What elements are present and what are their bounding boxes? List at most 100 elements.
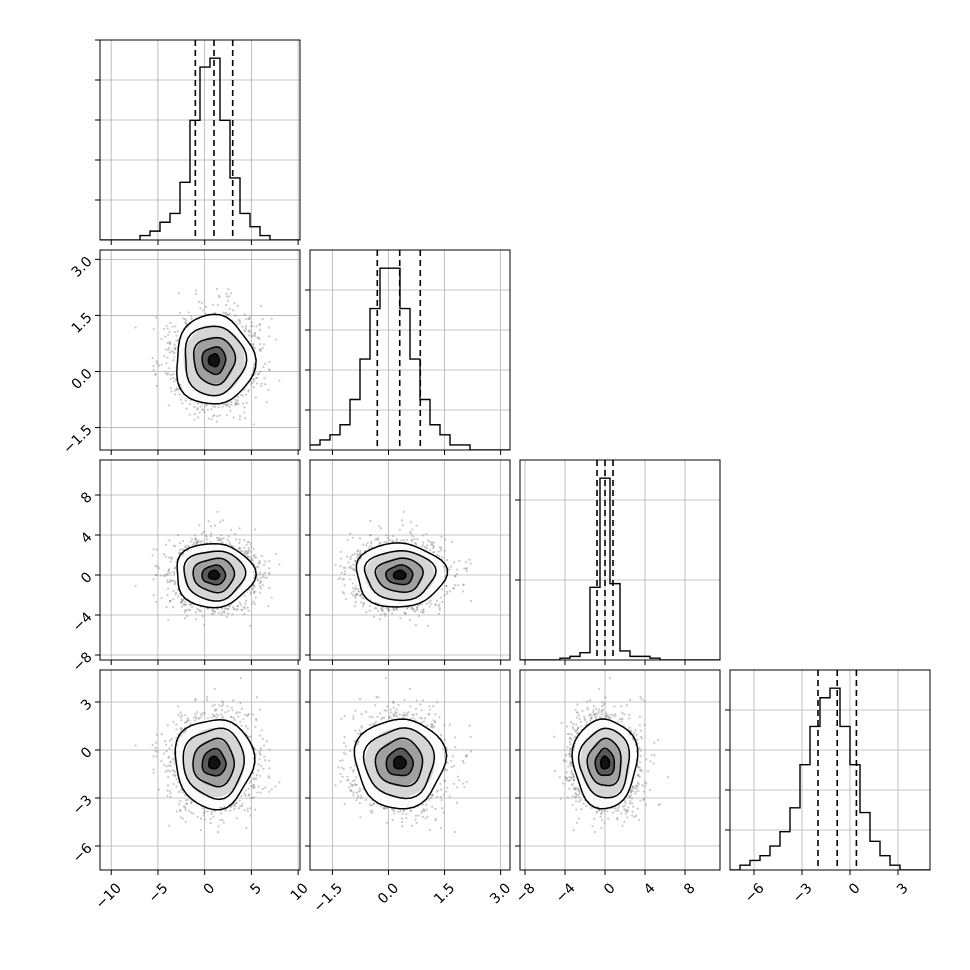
scatter-point bbox=[265, 400, 268, 404]
scatter-point bbox=[230, 544, 233, 547]
scatter-point bbox=[189, 315, 193, 318]
scatter-point bbox=[166, 327, 169, 330]
scatter-point bbox=[249, 330, 252, 333]
scatter-point bbox=[190, 538, 193, 541]
scatter-point bbox=[167, 348, 170, 352]
scatter-point bbox=[170, 373, 173, 376]
scatter-point bbox=[180, 600, 184, 603]
scatter-point bbox=[207, 417, 210, 420]
scatter-point bbox=[202, 530, 205, 534]
scatter-point bbox=[167, 569, 170, 572]
scatter-point bbox=[175, 339, 178, 342]
scatter-point bbox=[254, 528, 257, 531]
scatter-point bbox=[169, 560, 172, 563]
scatter-point bbox=[220, 537, 223, 541]
scatter-point bbox=[228, 295, 231, 298]
scatter-point bbox=[428, 605, 431, 608]
scatter-point bbox=[248, 316, 252, 319]
scatter-point bbox=[155, 362, 159, 365]
hist-panel-1 bbox=[305, 249, 511, 455]
scatter-point bbox=[216, 303, 220, 307]
scatter-point bbox=[258, 572, 261, 576]
scatter-point bbox=[243, 612, 246, 615]
scatter-point bbox=[211, 608, 214, 612]
scatter-point bbox=[185, 319, 188, 322]
scatter-point bbox=[252, 366, 255, 369]
scatter-point bbox=[206, 607, 209, 610]
scatter-point bbox=[179, 548, 182, 551]
scatter-point bbox=[173, 347, 176, 350]
scatter-point bbox=[196, 407, 199, 410]
scatter-point bbox=[183, 617, 187, 620]
scatter-point bbox=[223, 611, 226, 614]
scatter-point bbox=[356, 550, 360, 553]
scatter-point bbox=[256, 336, 259, 339]
scatter-point bbox=[201, 408, 204, 411]
scatter-point bbox=[360, 593, 363, 596]
scatter-point bbox=[249, 542, 252, 546]
scatter-point bbox=[177, 595, 180, 598]
scatter-point bbox=[155, 384, 158, 387]
scatter-point bbox=[170, 557, 173, 560]
scatter-point bbox=[212, 415, 215, 418]
scatter-point bbox=[227, 288, 230, 291]
scatter-point bbox=[187, 545, 191, 548]
scatter-point bbox=[204, 312, 207, 315]
scatter-point bbox=[228, 405, 231, 409]
scatter-point bbox=[212, 609, 215, 612]
scatter-point bbox=[357, 554, 360, 557]
scatter-point bbox=[257, 565, 260, 568]
scatter-point bbox=[226, 612, 230, 615]
scatter-point bbox=[268, 572, 271, 575]
scatter-point bbox=[238, 527, 241, 530]
scatter-point bbox=[254, 372, 257, 375]
scatter-point bbox=[259, 349, 262, 353]
scatter-point bbox=[259, 348, 262, 351]
scatter-point bbox=[246, 551, 249, 554]
scatter-point bbox=[207, 519, 210, 523]
scatter-point bbox=[199, 405, 202, 408]
scatter-point bbox=[381, 609, 385, 612]
scatter-point bbox=[224, 607, 228, 610]
scatter-point bbox=[235, 608, 239, 611]
scatter-point bbox=[268, 586, 271, 590]
scatter-point bbox=[421, 534, 424, 537]
scatter-point bbox=[237, 547, 240, 550]
scatter-point bbox=[166, 373, 169, 376]
scatter-point bbox=[248, 318, 251, 321]
scatter-point bbox=[227, 403, 230, 406]
scatter-point bbox=[261, 347, 264, 350]
scatter-point bbox=[165, 573, 168, 576]
scatter-point bbox=[228, 540, 231, 544]
scatter-point bbox=[247, 390, 250, 393]
scatter-point bbox=[262, 563, 266, 566]
scatter-point bbox=[250, 333, 253, 336]
y-tick-label: 0.0 bbox=[69, 366, 96, 393]
scatter-point bbox=[253, 585, 256, 588]
scatter-point bbox=[258, 323, 262, 327]
scatter-point bbox=[217, 536, 220, 539]
scatter-point bbox=[253, 362, 256, 365]
scatter-point bbox=[438, 608, 441, 612]
scatter-point bbox=[189, 540, 192, 543]
scatter-point bbox=[170, 349, 173, 353]
scatter-point bbox=[222, 537, 225, 540]
scatter-point bbox=[197, 416, 200, 419]
scatter-point bbox=[154, 372, 157, 375]
scatter-point bbox=[244, 393, 248, 396]
scatter-point bbox=[234, 402, 237, 405]
scatter-point bbox=[224, 312, 227, 315]
scatter-point bbox=[168, 580, 171, 584]
scatter-point bbox=[255, 382, 259, 385]
scatter-point bbox=[162, 553, 166, 556]
scatter-point bbox=[241, 608, 244, 611]
scatter-point bbox=[220, 613, 223, 616]
scatter-point bbox=[196, 402, 199, 405]
scatter-point bbox=[351, 536, 355, 539]
scatter-point bbox=[243, 406, 246, 409]
scatter-point bbox=[386, 536, 389, 540]
scatter-point bbox=[243, 313, 246, 316]
scatter-point bbox=[264, 362, 267, 365]
scatter-point bbox=[215, 287, 219, 291]
scatter-point bbox=[264, 560, 267, 563]
